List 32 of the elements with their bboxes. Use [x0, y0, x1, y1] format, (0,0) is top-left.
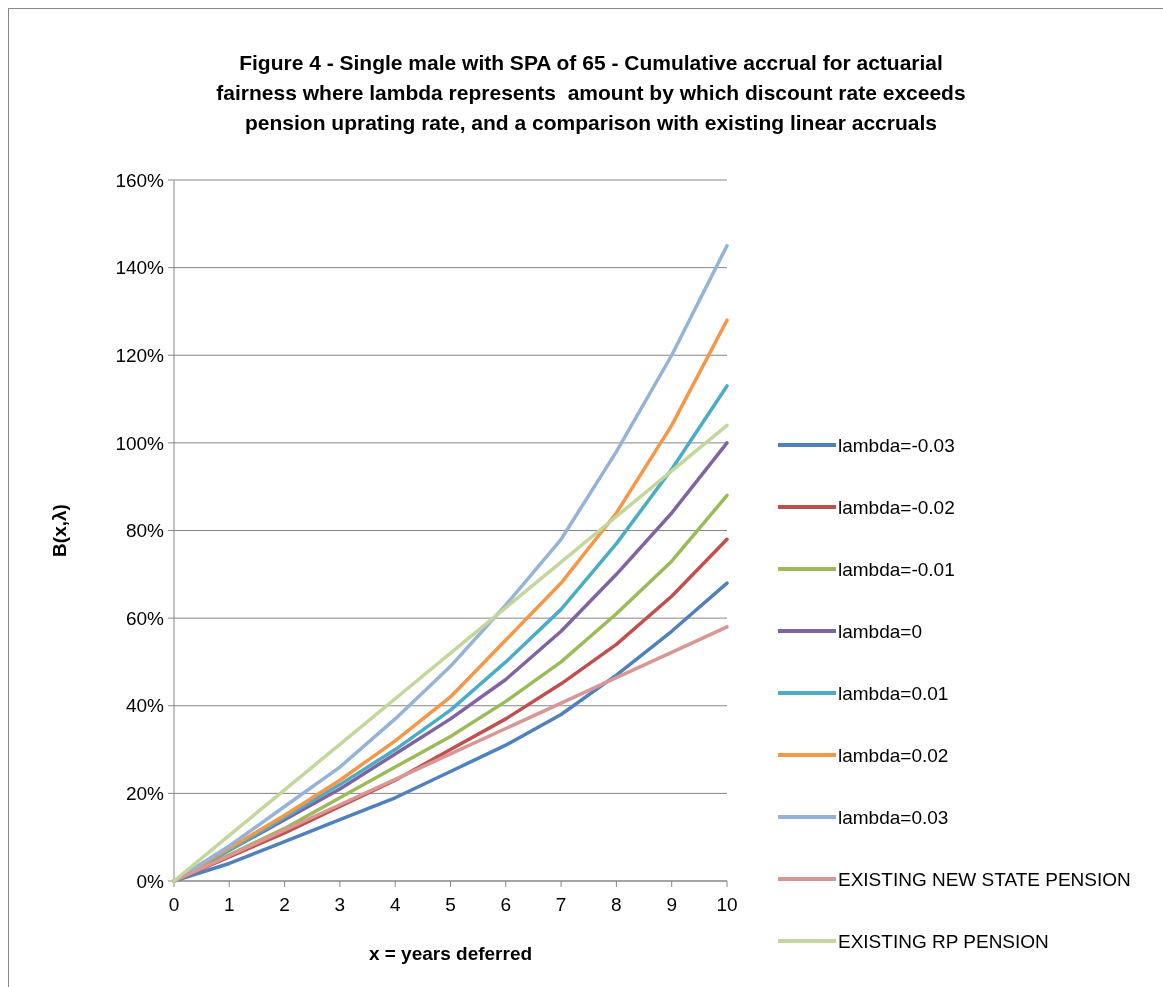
- y-tick-label: 20%: [125, 783, 165, 805]
- legend-label: lambda=0.02: [838, 744, 949, 766]
- x-tick-label: 1: [224, 894, 235, 915]
- x-tick-label: 4: [389, 894, 401, 915]
- legend-label: lambda=0.01: [838, 682, 949, 704]
- x-tick-label: 5: [445, 894, 456, 915]
- legend-label: lambda=-0.03: [838, 434, 955, 456]
- y-axis-title: B(x,λ): [49, 504, 70, 557]
- legend-label: lambda=-0.01: [838, 558, 955, 580]
- legend-label: lambda=0: [838, 620, 922, 642]
- x-tick-label: 10: [716, 894, 738, 915]
- x-tick-label: 6: [500, 894, 512, 915]
- y-tick-label: 60%: [125, 607, 165, 629]
- y-tick-label: 80%: [125, 520, 165, 542]
- legend-label: EXISTING RP PENSION: [838, 930, 1049, 952]
- legend-label: lambda=0.03: [838, 806, 949, 828]
- x-axis-title: x = years deferred: [368, 943, 533, 964]
- x-tick-label: 3: [334, 894, 346, 915]
- legend-label: lambda=-0.02: [838, 496, 955, 518]
- y-tick-label: 120%: [115, 344, 165, 366]
- y-tick-label: 0%: [136, 870, 165, 892]
- y-tick-label: 40%: [125, 695, 165, 717]
- y-tick-label: 160%: [115, 169, 165, 191]
- legend-label: EXISTING NEW STATE PENSION: [838, 868, 1131, 890]
- x-tick-label: 9: [666, 894, 677, 915]
- y-tick-label: 140%: [115, 257, 165, 279]
- y-tick-label: 100%: [115, 432, 165, 454]
- x-tick-label: 7: [555, 894, 567, 915]
- x-tick-label: 0: [168, 894, 180, 915]
- x-tick-label: 8: [611, 894, 622, 915]
- x-tick-label: 2: [279, 894, 290, 915]
- chart-title: Figure 4 - Single male with SPA of 65 - Cumulative accrual for actuarial fairness where lambda represents amount by which discount rate exceeds pension uprating rate, and a comparison with existing linear accruals: [216, 51, 966, 134]
